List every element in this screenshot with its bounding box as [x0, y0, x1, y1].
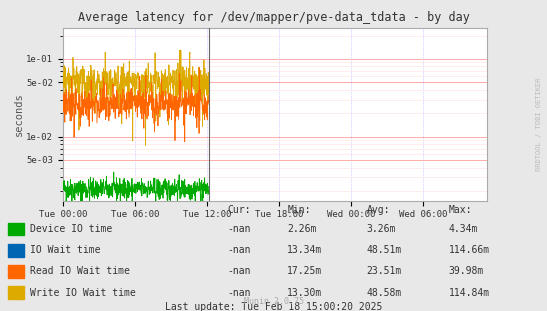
Text: 2.26m: 2.26m [287, 224, 317, 234]
Text: Device IO time: Device IO time [30, 224, 112, 234]
Text: RRDTOOL / TOBI OETIKER: RRDTOOL / TOBI OETIKER [536, 78, 542, 171]
Text: Max:: Max: [449, 205, 472, 215]
Text: Average latency for /dev/mapper/pve-data_tdata - by day: Average latency for /dev/mapper/pve-data… [78, 11, 469, 24]
Text: 13.34m: 13.34m [287, 245, 322, 255]
Text: Avg:: Avg: [366, 205, 390, 215]
Text: 23.51m: 23.51m [366, 267, 401, 276]
Text: Munin 2.0.75: Munin 2.0.75 [243, 297, 304, 306]
Text: Read IO Wait time: Read IO Wait time [30, 267, 130, 276]
Text: Write IO Wait time: Write IO Wait time [30, 288, 136, 298]
Text: -nan: -nan [227, 288, 251, 298]
Y-axis label: seconds: seconds [14, 92, 24, 136]
Text: 13.30m: 13.30m [287, 288, 322, 298]
Text: Min:: Min: [287, 205, 311, 215]
Text: Last update: Tue Feb 18 15:00:20 2025: Last update: Tue Feb 18 15:00:20 2025 [165, 302, 382, 311]
Text: -nan: -nan [227, 245, 251, 255]
Text: 39.98m: 39.98m [449, 267, 484, 276]
Text: 17.25m: 17.25m [287, 267, 322, 276]
Text: 4.34m: 4.34m [449, 224, 478, 234]
Text: Cur:: Cur: [227, 205, 251, 215]
Text: 114.66m: 114.66m [449, 245, 490, 255]
Text: 3.26m: 3.26m [366, 224, 396, 234]
Text: 48.51m: 48.51m [366, 245, 401, 255]
Text: 48.58m: 48.58m [366, 288, 401, 298]
Text: IO Wait time: IO Wait time [30, 245, 101, 255]
Text: -nan: -nan [227, 224, 251, 234]
Text: 114.84m: 114.84m [449, 288, 490, 298]
Text: -nan: -nan [227, 267, 251, 276]
